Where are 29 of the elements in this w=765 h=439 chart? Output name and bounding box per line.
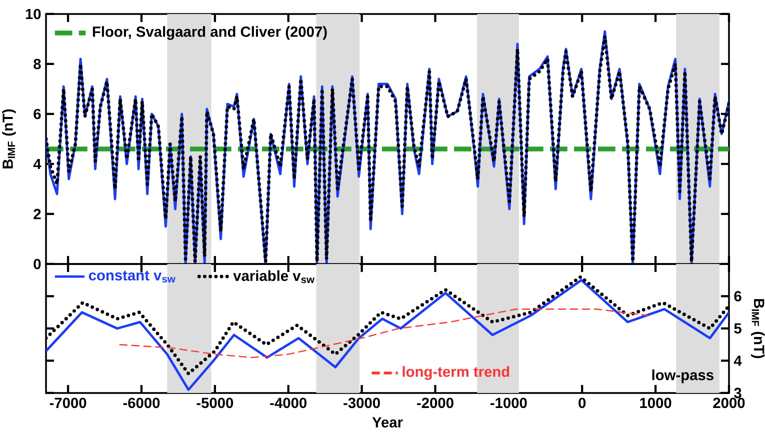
annotation: low-pass bbox=[652, 369, 714, 384]
y-tick-label: 2 bbox=[34, 208, 41, 220]
legend-label: constant v$_{sw}$ bbox=[88, 270, 176, 283]
y-tick-label: 6 bbox=[34, 108, 41, 120]
y2-tick-label: 4 bbox=[734, 356, 742, 366]
x-tick-label: -2000 bbox=[417, 398, 454, 408]
y2-tick-label: 6 bbox=[734, 291, 742, 302]
x-tick-label: -7000 bbox=[50, 398, 86, 408]
y2-tick-label: 5 bbox=[734, 323, 742, 334]
x-tick-label: 1000 bbox=[640, 398, 672, 408]
x-tick-label: -1000 bbox=[490, 398, 527, 408]
y2-tick-label: 3 bbox=[734, 388, 742, 398]
x-tick-label: -4000 bbox=[270, 398, 306, 408]
legend-label: long-term trend bbox=[402, 366, 510, 380]
y2-axis-title: B$_{IMF}$ (nT) bbox=[751, 299, 765, 358]
y-tick-label: 0 bbox=[34, 258, 41, 270]
x-tick-label: 2000 bbox=[713, 398, 745, 408]
x-axis-title: Year bbox=[372, 417, 403, 428]
y-axis-title: B$_{IMF}$ (nT) bbox=[2, 109, 16, 168]
legend-label: variable v$_{sw}$ bbox=[233, 270, 315, 284]
y-tick-label: 10 bbox=[26, 8, 41, 20]
x-tick-label: -5000 bbox=[196, 398, 234, 408]
x-tick-label: -6000 bbox=[123, 398, 160, 408]
y-tick-label: 8 bbox=[34, 58, 41, 70]
y-tick-label: 4 bbox=[33, 158, 42, 170]
x-tick-label: 0 bbox=[578, 398, 586, 408]
line-series bbox=[118, 308, 649, 358]
x-tick-label: -3000 bbox=[344, 398, 380, 408]
legend-label: Floor, Svalgaard and Cliver (2007) bbox=[92, 26, 327, 40]
